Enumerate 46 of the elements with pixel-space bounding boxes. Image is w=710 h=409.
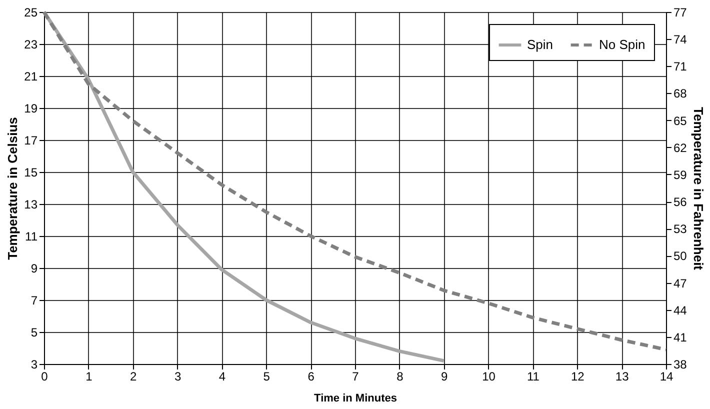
- y-tick-label: 25: [24, 6, 38, 20]
- legend-label: Spin: [527, 37, 554, 52]
- y2-tick-label: 68: [674, 86, 688, 101]
- y2-tick-label: 77: [674, 6, 688, 20]
- y-axis-title: Temperature in Celsius: [5, 117, 20, 260]
- x-tick-label: 0: [41, 370, 48, 384]
- y2-tick-label: 62: [674, 140, 688, 155]
- y2-tick-label: 47: [674, 276, 688, 290]
- y2-tick-label: 53: [674, 222, 688, 236]
- y2-tick-label: 59: [674, 168, 688, 182]
- x-tick-label: 10: [482, 370, 496, 384]
- y-tick-label: 9: [30, 262, 38, 276]
- x-tick-label: 3: [174, 370, 182, 384]
- x-tick-label: 2: [130, 370, 138, 384]
- x-tick-label: 11: [526, 370, 540, 384]
- y2-axis-title: Temperature in Fahrenheit: [690, 106, 706, 271]
- x-tick-label: 12: [570, 370, 585, 384]
- y-tick-label: 21: [24, 70, 38, 84]
- x-tick-label: 4: [218, 370, 226, 384]
- y-tick-label: 5: [30, 326, 38, 340]
- x-axis-title: Time in Minutes: [314, 392, 397, 404]
- y2-tick-label: 74: [674, 32, 688, 47]
- y2-tick-label: 44: [674, 303, 688, 318]
- x-tick-label: 7: [352, 370, 360, 384]
- legend-label: No Spin: [599, 37, 646, 52]
- x-tick-label: 5: [263, 370, 270, 384]
- y2-tick-label: 56: [674, 195, 688, 210]
- x-tick-label: 6: [308, 370, 315, 384]
- y-tick-label: 15: [24, 166, 38, 180]
- x-tick-label: 8: [396, 370, 404, 384]
- x-tick-label: 1: [86, 370, 93, 384]
- y-tick-label: 17: [24, 134, 38, 148]
- x-tick-label: 13: [615, 370, 630, 384]
- y2-tick-label: 50: [674, 249, 688, 264]
- y-tick-label: 23: [24, 38, 38, 52]
- y-tick-label: 3: [30, 358, 38, 372]
- y2-tick-label: 65: [674, 114, 688, 128]
- y2-tick-label: 38: [674, 358, 688, 372]
- x-tick-label: 14: [660, 370, 674, 384]
- y-tick-label: 19: [24, 102, 38, 116]
- y-tick-label: 13: [24, 198, 38, 212]
- y2-tick-label: 71: [674, 60, 688, 74]
- y-tick-label: 7: [30, 294, 38, 308]
- y-tick-label: 11: [25, 230, 38, 244]
- y2-tick-label: 41: [674, 330, 688, 344]
- x-tick-label: 9: [441, 370, 448, 384]
